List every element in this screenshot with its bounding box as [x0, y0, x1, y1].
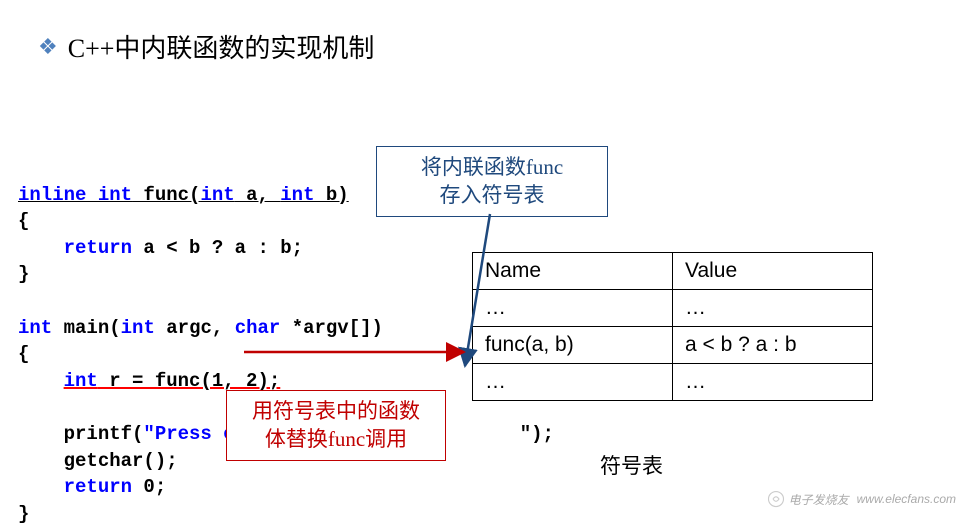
- symbol-table-caption: 符号表: [600, 450, 663, 480]
- code-keyword: int: [64, 370, 98, 392]
- code-keyword: int: [18, 317, 52, 339]
- code-text: 0;: [132, 476, 166, 498]
- table-header-name: Name: [473, 253, 673, 290]
- table-cell: …: [673, 364, 873, 401]
- symbol-table: Name Value … … func(a, b) a < b ? a : b …: [472, 252, 873, 401]
- heading-text: C++中内联函数的实现机制: [68, 28, 375, 65]
- watermark-brand: 电子发烧友: [789, 491, 849, 508]
- code-keyword: int: [200, 184, 234, 206]
- table-cell: …: [673, 290, 873, 327]
- code-text: {: [18, 343, 29, 365]
- table-cell: …: [473, 364, 673, 401]
- table-cell: …: [473, 290, 673, 327]
- code-text: func(: [132, 184, 200, 206]
- code-keyword: return: [64, 476, 132, 498]
- table-row: … …: [473, 290, 873, 327]
- table-row: func(a, b) a < b ? a : b: [473, 327, 873, 364]
- code-keyword: return: [64, 237, 132, 259]
- slide-heading: ❖ C++中内联函数的实现机制: [38, 28, 374, 65]
- callout-line: 体替换func调用: [237, 425, 435, 453]
- watermark-url: www.elecfans.com: [857, 492, 956, 506]
- table-row: Name Value: [473, 253, 873, 290]
- code-text: getchar();: [18, 450, 178, 472]
- code-text: a < b ? a : b;: [132, 237, 303, 259]
- code-text: r = func(1, 2);: [98, 370, 280, 392]
- table-row: … …: [473, 364, 873, 401]
- table-header-value: Value: [673, 253, 873, 290]
- code-text: {: [18, 210, 29, 232]
- code-keyword: inline int: [18, 184, 132, 206]
- code-keyword: int: [121, 317, 155, 339]
- table-cell: func(a, b): [473, 327, 673, 364]
- code-text: a,: [235, 184, 281, 206]
- code-text: argc,: [155, 317, 235, 339]
- watermark: 电子发烧友 www.elecfans.com: [767, 490, 956, 508]
- code-keyword: int: [280, 184, 314, 206]
- code-text: b): [315, 184, 349, 206]
- callout-line: 将内联函数func: [387, 153, 597, 181]
- table-cell: a < b ? a : b: [673, 327, 873, 364]
- bullet-icon: ❖: [38, 34, 58, 60]
- logo-icon: [767, 490, 785, 508]
- code-text: *argv[]): [280, 317, 383, 339]
- code-text: main(: [52, 317, 120, 339]
- code-text: ");: [520, 423, 554, 445]
- callout-store-symbol-table: 将内联函数func 存入符号表: [376, 146, 608, 217]
- code-keyword: char: [235, 317, 281, 339]
- code-text: }: [18, 263, 29, 285]
- code-text: printf(: [18, 423, 143, 445]
- callout-line: 用符号表中的函数: [237, 397, 435, 425]
- callout-replace-call: 用符号表中的函数 体替换func调用: [226, 390, 446, 461]
- callout-line: 存入符号表: [387, 181, 597, 209]
